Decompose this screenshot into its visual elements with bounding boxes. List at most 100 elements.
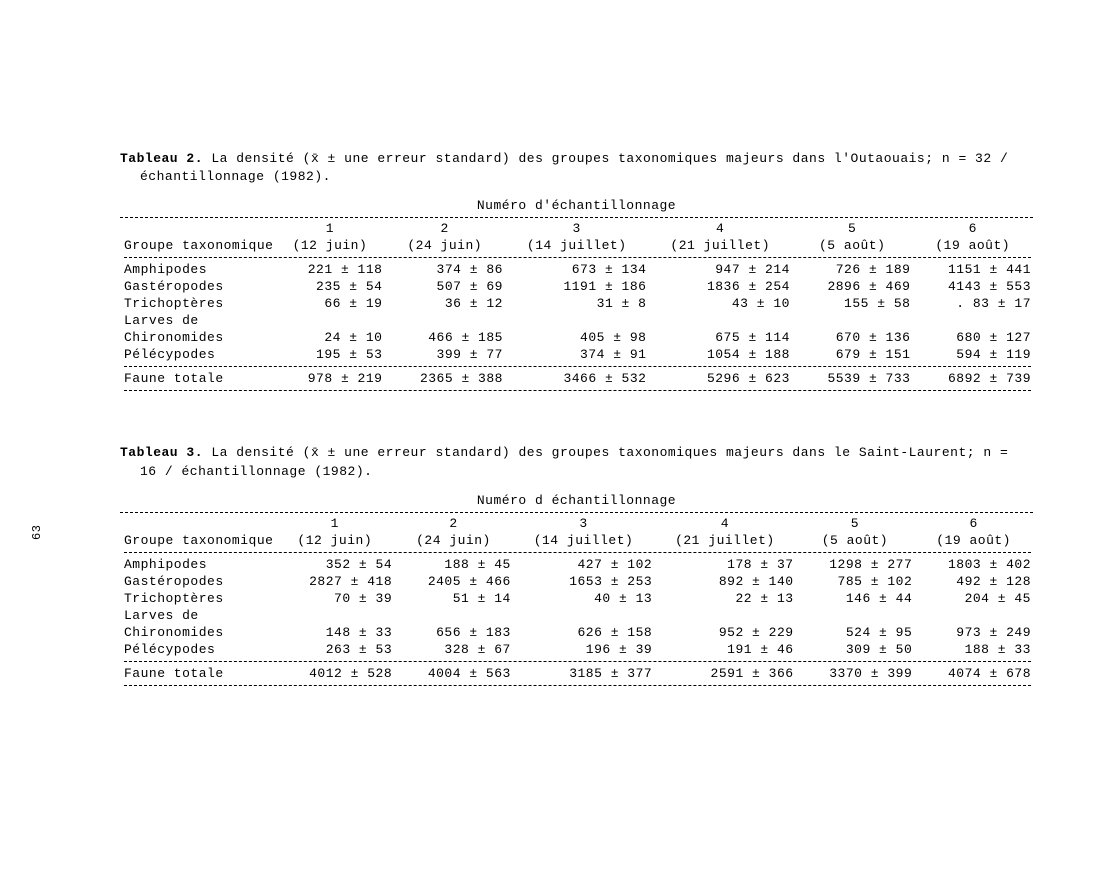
table-row: Pélécypodes 263 ± 53 328 ± 67 196 ± 39 1… <box>120 641 1033 658</box>
caption-prefix: Tableau 3. <box>120 445 203 460</box>
row-label: Faune totale <box>120 370 275 387</box>
cell: 1653 ± 253 <box>513 573 654 590</box>
table-row: Chironomides 148 ± 33 656 ± 183 626 ± 15… <box>120 624 1033 641</box>
page-number: 63 <box>30 525 44 540</box>
cell: 978 ± 219 <box>275 370 384 387</box>
col-blank <box>120 220 275 237</box>
cell: 405 ± 98 <box>505 329 649 346</box>
divider <box>124 390 1031 391</box>
column-numbers: 1 2 3 4 5 6 <box>120 515 1033 532</box>
col-date: (5 août) <box>792 237 913 254</box>
cell: 5539 ± 733 <box>792 370 913 387</box>
column-dates: Groupe taxonomique (12 juin) (24 juin) (… <box>120 532 1033 549</box>
cell: 146 ± 44 <box>796 590 915 607</box>
cell: 594 ± 119 <box>912 346 1033 363</box>
cell: 507 ± 69 <box>384 278 505 295</box>
col-date: (21 juillet) <box>654 532 795 549</box>
cell: 2405 ± 466 <box>394 573 513 590</box>
cell: 2896 ± 469 <box>792 278 913 295</box>
col-num: 1 <box>275 515 394 532</box>
table-row: Amphipodes 352 ± 54 188 ± 45 427 ± 102 1… <box>120 556 1033 573</box>
cell: 221 ± 118 <box>275 261 384 278</box>
row-label: Faune totale <box>120 665 275 682</box>
cell: 5296 ± 623 <box>648 370 792 387</box>
row-label: Trichoptères <box>120 590 275 607</box>
col-date: (21 juillet) <box>648 237 792 254</box>
divider <box>120 217 1033 218</box>
tableau-2-table: 1 2 3 4 5 6 Groupe taxonomique (12 juin)… <box>120 220 1033 394</box>
cell: 263 ± 53 <box>275 641 394 658</box>
divider <box>124 661 1031 662</box>
row-label-header: Groupe taxonomique <box>120 237 275 254</box>
col-num: 3 <box>513 515 654 532</box>
cell: 1151 ± 441 <box>912 261 1033 278</box>
tableau-3: Tableau 3. La densité (x̄ ± une erreur s… <box>120 444 1033 688</box>
table-row: Gastéropodes 235 ± 54 507 ± 69 1191 ± 18… <box>120 278 1033 295</box>
row-label: Amphipodes <box>120 261 275 278</box>
cell: 43 ± 10 <box>648 295 792 312</box>
tableau-3-table: 1 2 3 4 5 6 Groupe taxonomique (12 juin)… <box>120 515 1033 689</box>
col-num: 6 <box>912 220 1033 237</box>
cell: 973 ± 249 <box>914 624 1033 641</box>
cell: 947 ± 214 <box>648 261 792 278</box>
cell: 670 ± 136 <box>792 329 913 346</box>
table-row: Trichoptères 70 ± 39 51 ± 14 40 ± 13 22 … <box>120 590 1033 607</box>
cell: 31 ± 8 <box>505 295 649 312</box>
cell: 1298 ± 277 <box>796 556 915 573</box>
cell: 3370 ± 399 <box>796 665 915 682</box>
col-date: (24 juin) <box>394 532 513 549</box>
caption-body: La densité (x̄ ± une erreur standard) de… <box>140 445 1008 478</box>
cell: 726 ± 189 <box>792 261 913 278</box>
col-date: (19 août) <box>912 237 1033 254</box>
cell: 204 ± 45 <box>914 590 1033 607</box>
cell: 22 ± 13 <box>654 590 795 607</box>
table-row: Larves de <box>120 312 1033 329</box>
cell: 196 ± 39 <box>513 641 654 658</box>
cell: 328 ± 67 <box>394 641 513 658</box>
col-num: 3 <box>505 220 649 237</box>
cell: 680 ± 127 <box>912 329 1033 346</box>
section-header: Numéro d'échantillonnage <box>120 198 1033 213</box>
table-row: Larves de <box>120 607 1033 624</box>
cell: 952 ± 229 <box>654 624 795 641</box>
cell: 191 ± 46 <box>654 641 795 658</box>
col-num: 1 <box>275 220 384 237</box>
col-num: 5 <box>792 220 913 237</box>
tableau-2: Tableau 2. La densité (x̄ ± une erreur s… <box>120 150 1033 394</box>
col-date: (14 juillet) <box>513 532 654 549</box>
divider <box>120 512 1033 513</box>
table-row: Amphipodes 221 ± 118 374 ± 86 673 ± 134 … <box>120 261 1033 278</box>
row-label: Gastéropodes <box>120 573 275 590</box>
cell: 4143 ± 553 <box>912 278 1033 295</box>
row-label: Larves de <box>120 607 275 624</box>
col-num: 2 <box>394 515 513 532</box>
cell: 785 ± 102 <box>796 573 915 590</box>
cell: 4012 ± 528 <box>275 665 394 682</box>
total-row: Faune totale 978 ± 219 2365 ± 388 3466 ±… <box>120 370 1033 387</box>
row-label: Gastéropodes <box>120 278 275 295</box>
col-num: 5 <box>796 515 915 532</box>
col-date: (5 août) <box>796 532 915 549</box>
cell: 6892 ± 739 <box>912 370 1033 387</box>
table-row: Pélécypodes 195 ± 53 399 ± 77 374 ± 91 1… <box>120 346 1033 363</box>
cell: 427 ± 102 <box>513 556 654 573</box>
cell: 51 ± 14 <box>394 590 513 607</box>
cell: 399 ± 77 <box>384 346 505 363</box>
row-label: Trichoptères <box>120 295 275 312</box>
cell: 892 ± 140 <box>654 573 795 590</box>
table-row: Gastéropodes 2827 ± 418 2405 ± 466 1653 … <box>120 573 1033 590</box>
row-label: Pélécypodes <box>120 641 275 658</box>
col-num: 4 <box>654 515 795 532</box>
total-row: Faune totale 4012 ± 528 4004 ± 563 3185 … <box>120 665 1033 682</box>
cell: 492 ± 128 <box>914 573 1033 590</box>
cell: 2827 ± 418 <box>275 573 394 590</box>
cell: 4004 ± 563 <box>394 665 513 682</box>
cell: 1836 ± 254 <box>648 278 792 295</box>
caption-prefix: Tableau 2. <box>120 151 203 166</box>
cell: 148 ± 33 <box>275 624 394 641</box>
col-num: 4 <box>648 220 792 237</box>
tableau-2-caption: Tableau 2. La densité (x̄ ± une erreur s… <box>120 150 1033 186</box>
col-date: (12 juin) <box>275 532 394 549</box>
cell: 24 ± 10 <box>275 329 384 346</box>
cell: 3185 ± 377 <box>513 665 654 682</box>
